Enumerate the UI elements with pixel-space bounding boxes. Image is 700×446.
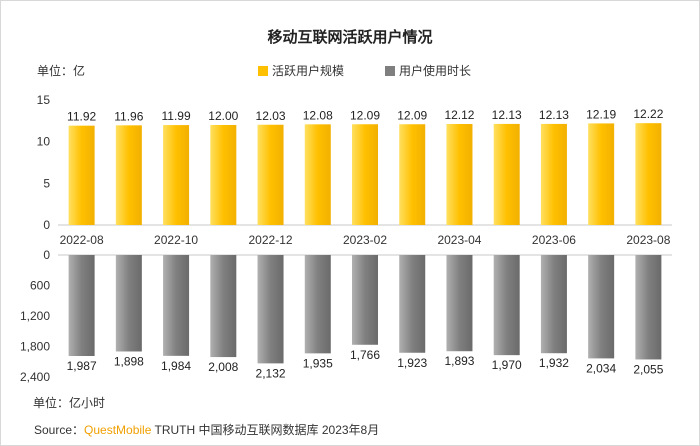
bottom-y-tick-label: 600 bbox=[30, 279, 50, 293]
active-users-bar bbox=[210, 125, 237, 225]
usage-time-bar bbox=[446, 255, 473, 352]
active-users-data-label: 11.96 bbox=[114, 109, 143, 123]
usage-time-bar bbox=[493, 255, 520, 356]
usage-time-bar bbox=[68, 255, 95, 357]
active-users-data-label: 12.22 bbox=[633, 107, 663, 121]
top-y-tick-label: 5 bbox=[43, 176, 50, 190]
active-users-bar bbox=[588, 123, 615, 225]
legend-swatch-yellow bbox=[258, 65, 268, 76]
usage-time-data-label: 1,984 bbox=[161, 359, 191, 373]
active-users-data-label: 12.03 bbox=[256, 109, 286, 123]
active-users-bar bbox=[493, 123, 520, 225]
active-users-bar bbox=[257, 124, 284, 225]
active-users-bar bbox=[635, 123, 662, 225]
x-tick-label: 2023-06 bbox=[532, 233, 576, 247]
legend-item-active-users: 活跃用户规模 bbox=[258, 62, 344, 79]
top-y-tick-label: 15 bbox=[37, 93, 51, 107]
usage-time-data-label: 1,766 bbox=[350, 348, 380, 362]
active-users-bar bbox=[68, 125, 95, 225]
active-users-data-label: 11.92 bbox=[67, 110, 96, 124]
usage-time-data-label: 1,935 bbox=[303, 356, 333, 370]
usage-time-bar bbox=[163, 255, 190, 356]
active-users-data-label: 12.13 bbox=[539, 108, 569, 122]
source-prefix: Source： bbox=[34, 423, 85, 437]
chart-title: 移动互联网活跃用户情况 bbox=[267, 29, 433, 46]
active-users-data-label: 12.12 bbox=[444, 108, 474, 122]
usage-time-bar bbox=[399, 255, 426, 353]
active-users-bar bbox=[399, 124, 426, 225]
usage-time-bar bbox=[540, 255, 567, 354]
usage-time-data-label: 1,987 bbox=[67, 359, 97, 373]
bottom-y-tick-label: 0 bbox=[43, 248, 50, 262]
x-tick-label: 2023-08 bbox=[626, 233, 670, 247]
bottom-y-tick-label: 1,200 bbox=[20, 309, 50, 323]
top-unit-label: 单位：亿 bbox=[37, 64, 86, 78]
active-users-data-label: 12.08 bbox=[303, 108, 333, 122]
usage-time-data-label: 1,923 bbox=[397, 356, 427, 370]
source-rest: TRUTH 中国移动互联网数据库 2023年8月 bbox=[151, 423, 380, 437]
usage-time-data-label: 1,893 bbox=[444, 354, 474, 368]
usage-time-data-label: 1,970 bbox=[492, 358, 522, 372]
usage-time-bar bbox=[352, 255, 378, 345]
bottom-unit-label: 单位：亿小时 bbox=[33, 396, 106, 410]
bottom-y-tick-label: 2,400 bbox=[20, 370, 50, 384]
x-tick-label: 2022-10 bbox=[154, 233, 198, 247]
active-users-data-label: 12.09 bbox=[397, 108, 427, 122]
usage-time-data-label: 2,034 bbox=[586, 361, 616, 375]
x-tick-label: 2022-12 bbox=[249, 233, 293, 247]
usage-time-bar bbox=[115, 255, 142, 352]
active-users-data-label: 11.99 bbox=[162, 109, 191, 123]
active-users-data-label: 12.09 bbox=[350, 108, 380, 122]
legend-item-usage-time: 用户使用时长 bbox=[385, 62, 471, 79]
active-users-bar bbox=[446, 124, 473, 225]
legend-swatch-gray bbox=[385, 65, 395, 76]
x-tick-label: 2023-04 bbox=[437, 233, 481, 247]
bottom-y-tick-label: 1,800 bbox=[20, 340, 50, 354]
top-y-tick-label: 0 bbox=[43, 218, 50, 232]
source-brand: QuestMobile bbox=[84, 423, 152, 437]
usage-time-bar bbox=[257, 255, 284, 364]
active-users-data-label: 12.19 bbox=[586, 107, 616, 121]
usage-time-data-label: 1,898 bbox=[114, 354, 144, 368]
active-users-bar bbox=[540, 123, 567, 225]
top-y-tick-label: 10 bbox=[37, 135, 51, 149]
usage-time-data-label: 1,932 bbox=[539, 356, 569, 370]
usage-time-bar bbox=[304, 255, 331, 354]
usage-time-bar bbox=[635, 255, 662, 360]
x-tick-label: 2023-02 bbox=[343, 233, 387, 247]
usage-time-bar bbox=[588, 255, 615, 359]
legend-label: 活跃用户规模 bbox=[272, 64, 345, 78]
active-users-bar bbox=[304, 124, 331, 225]
x-tick-label: 2022-08 bbox=[60, 233, 104, 247]
source-note: Source：QuestMobile TRUTH 中国移动互联网数据库 2023… bbox=[34, 421, 379, 438]
usage-time-bar bbox=[210, 255, 237, 358]
active-users-bar bbox=[115, 125, 142, 225]
active-users-data-label: 12.13 bbox=[492, 108, 522, 122]
legend-label: 用户使用时长 bbox=[399, 64, 472, 78]
active-users-data-label: 12.00 bbox=[208, 109, 238, 123]
usage-time-data-label: 2,132 bbox=[256, 366, 286, 380]
active-users-bar bbox=[163, 125, 190, 225]
active-users-bar bbox=[352, 124, 378, 225]
usage-time-data-label: 2,008 bbox=[208, 360, 238, 374]
usage-time-data-label: 2,055 bbox=[633, 362, 663, 376]
